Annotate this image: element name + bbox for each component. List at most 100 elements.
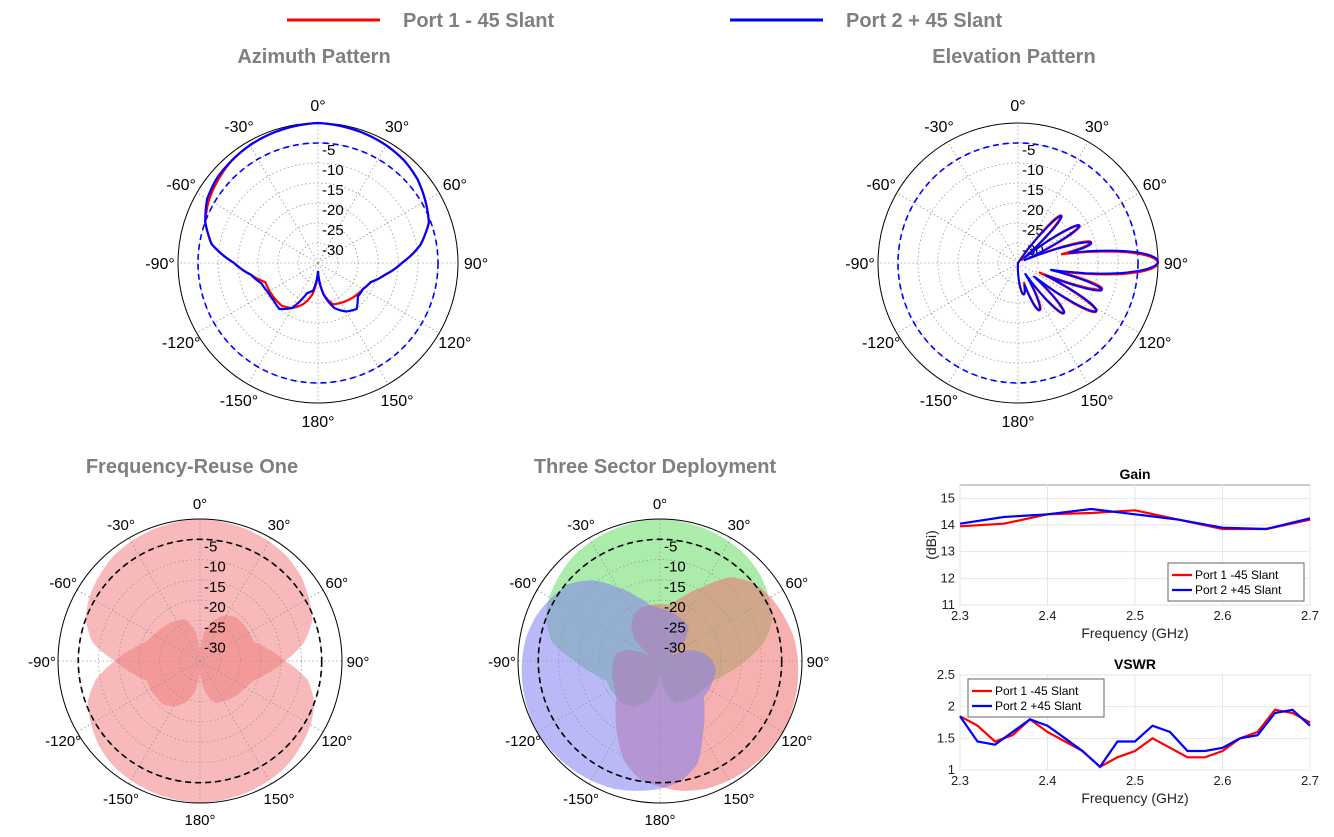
radial-tick-label: -25 <box>322 222 344 239</box>
radial-tick-label: -30 <box>322 242 344 259</box>
angle-label: 150° <box>1080 393 1113 410</box>
x-axis-label: Frequency (GHz) <box>1081 790 1188 806</box>
angle-label: -150° <box>563 791 599 808</box>
frequency-reuse-plot: 0° 30° 60° 90° 120° 150° 180° -150° -120° -90° -60… <box>28 496 369 829</box>
outer-ring <box>517 518 803 804</box>
angle-label: 60° <box>325 575 348 592</box>
angle-label: 180° <box>1001 414 1034 431</box>
three-sector-title: Three Sector Deployment <box>534 456 777 478</box>
angle-label: 180° <box>644 812 675 829</box>
angle-label: 60° <box>785 575 808 592</box>
radial-tick-label: -30 <box>204 640 226 657</box>
angle-label: -60° <box>49 575 77 592</box>
y-tick-label: 2 <box>948 699 955 714</box>
angle-label: -30° <box>567 517 595 534</box>
azimuth-pattern-plot: 0° 30° 60° 90° 120° 150° 180° -150° -120° -90° -60… <box>145 98 488 431</box>
y-tick-label: 13 <box>941 544 955 559</box>
reference-circle <box>197 142 439 384</box>
three-sector-plot: 0° 30° 60° 90° 120° 150° 180° -150° -120° -90° -60… <box>488 496 829 829</box>
x-tick-label: 2.4 <box>1038 608 1056 623</box>
legend-box <box>967 678 1105 718</box>
angle-label: 0° <box>193 496 207 513</box>
legend-entry: Port 2 +45 Slant <box>1195 583 1282 597</box>
grid-spoke <box>1017 141 1089 264</box>
angle-label: -60° <box>166 177 196 194</box>
angle-label: 120° <box>321 733 352 750</box>
angle-label: 30° <box>385 119 409 136</box>
reuse-title: Frequency-Reuse One <box>86 456 298 478</box>
sector-fills <box>521 519 799 791</box>
radial-tick-label: -30 <box>664 640 686 657</box>
legend-entry: Port 2 +45 Slant <box>995 699 1082 713</box>
reference-circle <box>897 142 1139 384</box>
angle-label: -90° <box>488 654 516 671</box>
vswr-plot: 2.3 2.4 2.5 2.6 2.7 1 1.5 2 2.5 VSWR Frequency (GH… <box>937 656 1319 806</box>
angle-label: 90° <box>1164 256 1188 273</box>
angle-label: 120° <box>781 733 812 750</box>
angle-label: 150° <box>380 393 413 410</box>
angle-label: 30° <box>268 517 291 534</box>
line-series <box>959 708 1311 769</box>
radial-tick-label: -5 <box>204 538 217 555</box>
y-tick-label: 14 <box>941 517 955 532</box>
x-tick-label: 2.3 <box>951 773 969 788</box>
x-tick-label: 2.7 <box>1301 773 1319 788</box>
legend-entry: Port 1 -45 Slant <box>995 684 1079 698</box>
x-tick-label: 2.7 <box>1301 608 1319 623</box>
grid-spoke <box>1017 262 1140 334</box>
radial-tick-label: -20 <box>664 599 686 616</box>
grid-spoke <box>196 262 319 334</box>
y-tick-label: 11 <box>942 597 956 612</box>
grid-spoke <box>317 141 389 264</box>
angle-label: 150° <box>723 791 754 808</box>
radial-tick-label: -15 <box>664 579 686 596</box>
x-axis-label: Frequency (GHz) <box>1081 625 1188 641</box>
angle-label: -60° <box>866 177 896 194</box>
grid-spoke <box>896 262 1019 334</box>
grid-spoke <box>1017 262 1089 385</box>
angle-label: 150° <box>263 791 294 808</box>
legend-label-port1: Port 1 - 45 Slant <box>403 10 554 32</box>
reference-circle <box>537 538 783 784</box>
grid-spoke <box>247 141 319 264</box>
line-series <box>959 708 1311 769</box>
angle-label: 30° <box>728 517 751 534</box>
radial-tick-label: -20 <box>204 599 226 616</box>
angle-label: -30° <box>107 517 135 534</box>
outer-ring <box>57 518 343 804</box>
y-tick-label: 1.5 <box>937 730 955 745</box>
x-tick-label: 2.6 <box>1213 773 1231 788</box>
subplot-title: Gain <box>1119 466 1150 482</box>
y-tick-label: 1 <box>948 762 955 777</box>
angle-label: -150° <box>920 393 958 410</box>
radial-tick-label: -10 <box>664 559 686 576</box>
y-tick-label: 15 <box>941 490 955 505</box>
sector-fill <box>87 615 315 803</box>
angle-label: -120° <box>162 335 200 352</box>
subplot-title: VSWR <box>1114 656 1156 672</box>
angle-label: -90° <box>145 256 175 273</box>
elevation-title: Elevation Pattern <box>932 46 1095 68</box>
pattern-series <box>204 121 431 313</box>
grid-spoke <box>896 192 1019 264</box>
legend-entry: Port 1 -45 Slant <box>1195 568 1279 582</box>
sector-fills <box>85 519 315 803</box>
grid-spoke <box>247 262 319 385</box>
y-tick-label: 2.5 <box>937 667 955 682</box>
radial-tick-label: -5 <box>1022 142 1035 159</box>
radial-tick-label: -25 <box>1022 222 1044 239</box>
x-tick-label: 2.5 <box>1126 773 1144 788</box>
angle-label: -150° <box>220 393 258 410</box>
angle-label: 0° <box>653 496 667 513</box>
radial-tick-label: -5 <box>664 538 677 555</box>
angle-label: -150° <box>103 791 139 808</box>
angle-label: -120° <box>45 733 81 750</box>
y-tick-label: 12 <box>941 570 955 585</box>
azimuth-title: Azimuth Pattern <box>237 46 390 68</box>
angle-label: 60° <box>1143 177 1167 194</box>
angle-label: -120° <box>862 335 900 352</box>
radial-tick-label: -15 <box>322 182 344 199</box>
